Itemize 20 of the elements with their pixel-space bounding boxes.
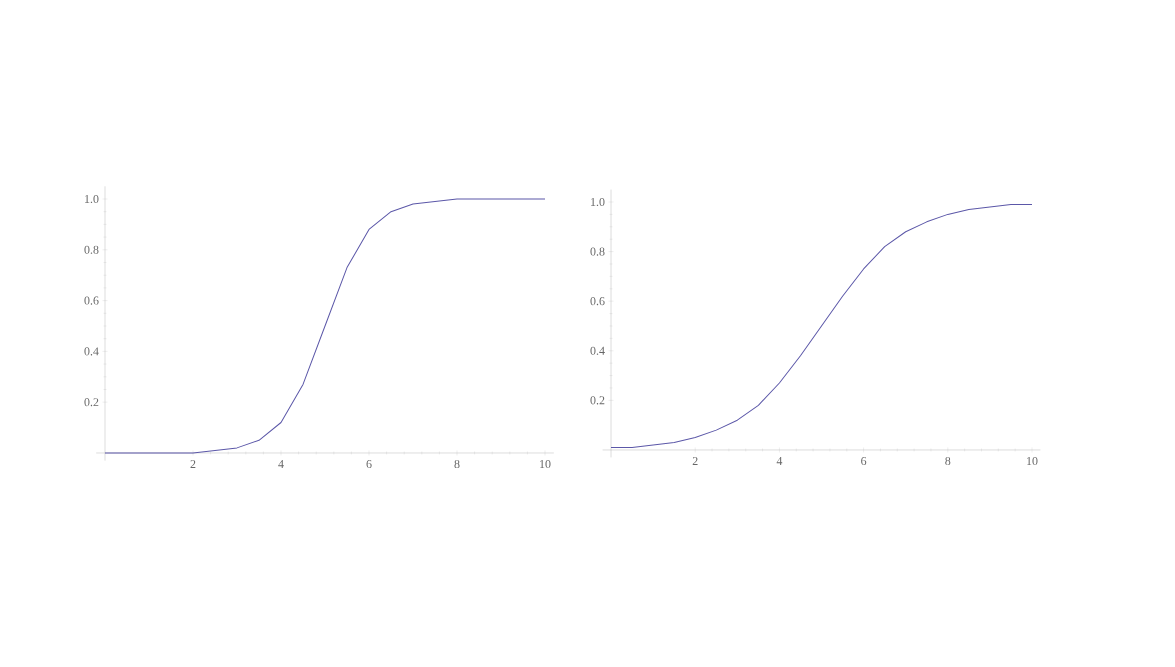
x-tick-label: 6 [366,460,372,469]
x-tick-label: 10 [1027,456,1038,466]
x-tick-label: 6 [861,456,867,466]
x-tick-label: 8 [454,460,460,469]
x-tick-label: 2 [692,456,698,465]
x-tick-label: 8 [945,456,951,466]
y-tick-label: 0.4 [84,347,99,356]
y-tick-label: 1.0 [591,197,605,207]
x-tick-label: 2 [190,460,196,468]
y-tick-label: 0.4 [590,346,605,355]
y-tick-label: 1.0 [85,194,99,204]
y-tick-label: 0.8 [84,245,99,254]
x-tick-label: 10 [540,460,551,469]
y-tick-label: 0.2 [84,398,99,407]
y-tick-label: 0.6 [84,296,99,305]
y-tick-label: 0.2 [590,396,605,405]
y-tick-label: 0.8 [590,247,605,256]
x-tick-label: 4 [776,456,783,465]
y-tick-label: 0.6 [590,297,605,306]
x-tick-label: 4 [278,460,284,468]
